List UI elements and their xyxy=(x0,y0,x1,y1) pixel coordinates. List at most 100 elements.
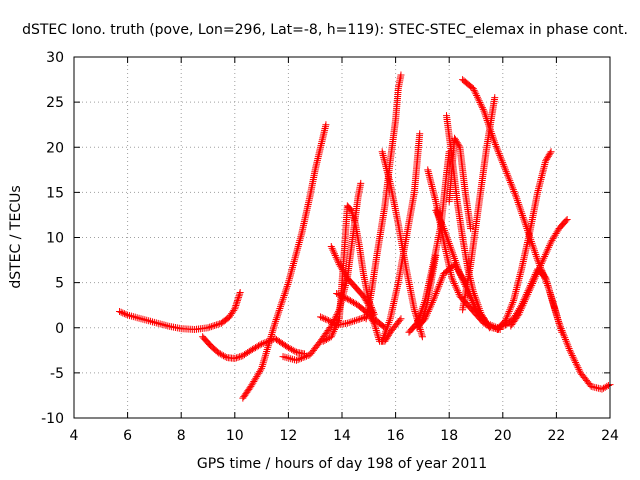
data-point xyxy=(542,276,550,284)
data-point xyxy=(518,303,526,311)
data-point xyxy=(348,210,356,218)
data-point xyxy=(237,352,245,360)
data-point xyxy=(469,85,477,93)
data-point xyxy=(504,311,512,319)
data-point xyxy=(542,274,550,282)
data-point xyxy=(330,250,338,258)
data-point xyxy=(545,242,553,250)
data-point xyxy=(436,215,444,223)
data-point xyxy=(598,385,606,393)
data-point xyxy=(397,315,405,323)
y-tick-label: 25 xyxy=(46,95,64,111)
data-point xyxy=(541,273,549,281)
data-point xyxy=(540,271,548,279)
x-tick-label: 18 xyxy=(440,428,458,444)
data-point xyxy=(449,276,457,284)
data-point xyxy=(322,121,330,129)
data-point xyxy=(473,93,481,101)
data-point xyxy=(122,310,130,318)
data-point xyxy=(454,140,462,148)
x-tick-label: 6 xyxy=(123,428,132,444)
data-point xyxy=(455,142,463,150)
data-point xyxy=(325,317,333,325)
data-point xyxy=(426,304,434,312)
data-point xyxy=(504,171,512,179)
data-point xyxy=(521,298,529,306)
data-point xyxy=(501,166,509,174)
data-point xyxy=(538,268,546,276)
data-point xyxy=(503,313,511,321)
x-tick-label: 20 xyxy=(494,428,512,444)
y-axis-label: dSTEC / TECUs xyxy=(8,185,24,288)
data-point xyxy=(339,293,347,301)
data-point xyxy=(369,311,377,319)
x-axis-label: GPS time / hours of day 198 of year 2011 xyxy=(197,456,487,472)
data-point xyxy=(516,307,524,315)
data-point xyxy=(425,306,433,314)
data-point xyxy=(365,301,373,309)
data-point xyxy=(365,303,373,311)
data-point xyxy=(291,347,299,355)
x-tick-label: 10 xyxy=(226,428,244,444)
data-point xyxy=(511,191,519,199)
data-point xyxy=(428,298,436,306)
data-point xyxy=(366,305,374,313)
data-point xyxy=(549,299,557,307)
data-point xyxy=(547,290,555,298)
data-point xyxy=(434,212,442,220)
data-point xyxy=(423,309,431,317)
data-point xyxy=(574,364,582,372)
data-point xyxy=(330,327,338,335)
data-point xyxy=(533,271,541,279)
data-point xyxy=(536,263,544,271)
data-point xyxy=(432,206,440,214)
data-point xyxy=(348,298,356,306)
data-point xyxy=(439,223,447,231)
data-point xyxy=(232,354,240,362)
data-point xyxy=(207,323,215,331)
data-point xyxy=(547,292,555,300)
x-tick-label: 22 xyxy=(547,428,565,444)
data-point xyxy=(346,297,354,305)
data-point xyxy=(286,345,294,353)
data-point xyxy=(561,334,569,342)
data-point xyxy=(548,296,556,304)
data-point xyxy=(541,252,549,260)
data-point xyxy=(509,298,517,306)
data-point xyxy=(485,324,493,332)
data-point xyxy=(360,294,368,302)
data-point xyxy=(495,150,503,158)
data-point xyxy=(504,173,512,181)
data-point xyxy=(528,281,536,289)
data-point xyxy=(551,305,559,313)
data-point xyxy=(437,219,445,227)
data-point xyxy=(427,302,435,310)
data-point xyxy=(337,292,345,300)
data-point xyxy=(248,345,256,353)
data-point xyxy=(397,71,405,79)
data-point xyxy=(363,298,371,306)
data-point xyxy=(566,346,574,354)
data-point xyxy=(342,294,350,302)
data-point xyxy=(356,315,364,323)
data-point xyxy=(333,255,341,263)
data-point xyxy=(417,327,425,335)
data-point xyxy=(496,151,504,159)
data-point xyxy=(451,281,459,289)
data-point xyxy=(259,339,267,347)
data-point xyxy=(437,217,445,225)
data-point xyxy=(236,353,244,361)
data-point xyxy=(232,302,240,310)
data-point xyxy=(538,258,546,266)
data-point xyxy=(433,210,441,218)
data-point xyxy=(542,157,550,165)
data-point xyxy=(565,345,573,353)
data-point xyxy=(552,308,560,316)
data-point xyxy=(453,285,461,293)
data-point xyxy=(347,206,355,214)
data-point xyxy=(568,352,576,360)
data-point xyxy=(411,308,419,316)
data-point xyxy=(497,155,505,163)
data-point xyxy=(299,354,307,362)
